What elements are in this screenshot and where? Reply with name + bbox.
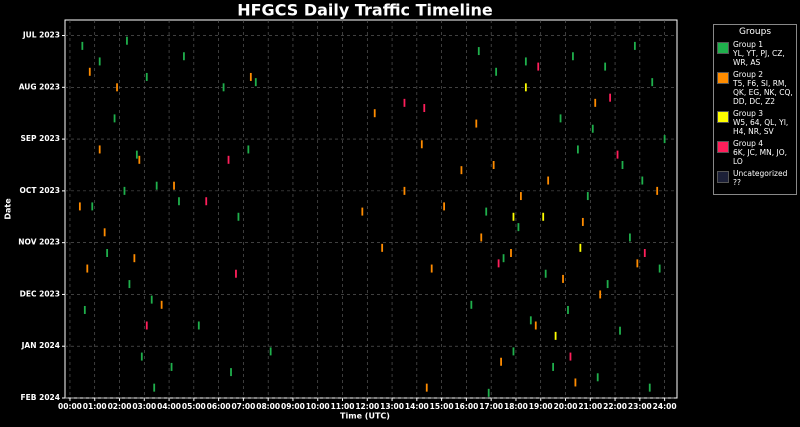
legend-swatch (717, 171, 729, 183)
legend-label: Group 1 (733, 40, 763, 49)
x-tick-label: 03:00 (132, 402, 156, 411)
y-axis-label: Date (4, 198, 13, 220)
legend-label: Group 2 (733, 70, 763, 79)
y-tick-label: DEC 2023 (20, 289, 60, 298)
x-tick-label: 20:00 (554, 402, 578, 411)
x-tick-label: 16:00 (454, 402, 478, 411)
legend-label: Group 3 (733, 109, 763, 118)
x-tick-label: 07:00 (231, 402, 255, 411)
x-tick-label: 14:00 (405, 402, 429, 411)
plot-area (64, 19, 678, 399)
x-tick-label: 11:00 (331, 402, 355, 411)
legend-members: T5, F6, SI, RM, QK, EG, NK, CQ, DD, DC, … (733, 79, 793, 106)
legend-text: Uncategorized?? (733, 169, 787, 187)
legend-item: Uncategorized?? (717, 169, 793, 187)
legend-label: Uncategorized (733, 169, 788, 178)
x-tick-label: 00:00 (58, 402, 82, 411)
legend-swatch (717, 72, 729, 84)
legend: Groups Group 1 YL, YT, PJ, CZ, WR, AS Grou… (713, 24, 797, 195)
y-tick-label: JAN 2024 (21, 341, 60, 350)
x-tick-label: 12:00 (355, 402, 379, 411)
y-tick-label: JUL 2023 (22, 31, 60, 40)
legend-text: Group 1 YL, YT, PJ, CZ, WR, AS (733, 40, 793, 67)
legend-swatch (717, 141, 729, 153)
x-tick-label: 05:00 (182, 402, 206, 411)
x-tick-label: 17:00 (479, 402, 503, 411)
y-tick-label: AUG 2023 (19, 82, 60, 91)
x-tick-label: 09:00 (281, 402, 305, 411)
legend-text: Group 4 6K, JC, MN, JO, LO (733, 139, 793, 166)
x-tick-label: 23:00 (628, 402, 652, 411)
x-tick-label: 08:00 (256, 402, 280, 411)
x-tick-label: 04:00 (157, 402, 181, 411)
x-tick-label: 06:00 (207, 402, 231, 411)
legend-title: Groups (738, 27, 772, 37)
x-tick-label: 21:00 (578, 402, 602, 411)
legend-text: Group 2 T5, F6, SI, RM, QK, EG, NK, CQ, D… (733, 70, 793, 106)
legend-item: Group 1 YL, YT, PJ, CZ, WR, AS (717, 40, 793, 67)
chart: HFGCS Daily Traffic Timeline Time (UTC) … (4, 1, 678, 421)
x-tick-label: 15:00 (430, 402, 454, 411)
y-tick-label: SEP 2023 (20, 134, 60, 143)
legend-swatch (717, 42, 729, 54)
chart-title: HFGCS Daily Traffic Timeline (237, 1, 493, 20)
x-tick-label: 10:00 (306, 402, 330, 411)
legend-members: YL, YT, PJ, CZ, WR, AS (733, 49, 785, 67)
legend-label: Group 4 (733, 139, 763, 148)
x-tick-label: 22:00 (603, 402, 627, 411)
x-tick-label: 01:00 (83, 402, 107, 411)
x-tick-label: 02:00 (108, 402, 132, 411)
x-tick-label: 13:00 (380, 402, 404, 411)
legend-item: Group 3 W5, 64, QL, YI, H4, NR, SV (717, 109, 793, 136)
x-tick-label: 24:00 (653, 402, 677, 411)
x-tick-label: 18:00 (504, 402, 528, 411)
legend-members: W5, 64, QL, YI, H4, NR, SV (733, 118, 789, 136)
legend-swatch (717, 111, 729, 123)
legend-text: Group 3 W5, 64, QL, YI, H4, NR, SV (733, 109, 793, 136)
y-tick-label: OCT 2023 (20, 186, 60, 195)
y-tick-label: FEB 2024 (21, 393, 60, 402)
legend-item: Group 2 T5, F6, SI, RM, QK, EG, NK, CQ, D… (717, 70, 793, 106)
legend-item: Group 4 6K, JC, MN, JO, LO (717, 139, 793, 166)
legend-members: ?? (733, 178, 741, 187)
x-axis-label: Time (UTC) (340, 412, 390, 421)
y-tick-label: NOV 2023 (18, 238, 60, 247)
x-tick-label: 19:00 (529, 402, 553, 411)
legend-members: 6K, JC, MN, JO, LO (733, 148, 788, 166)
